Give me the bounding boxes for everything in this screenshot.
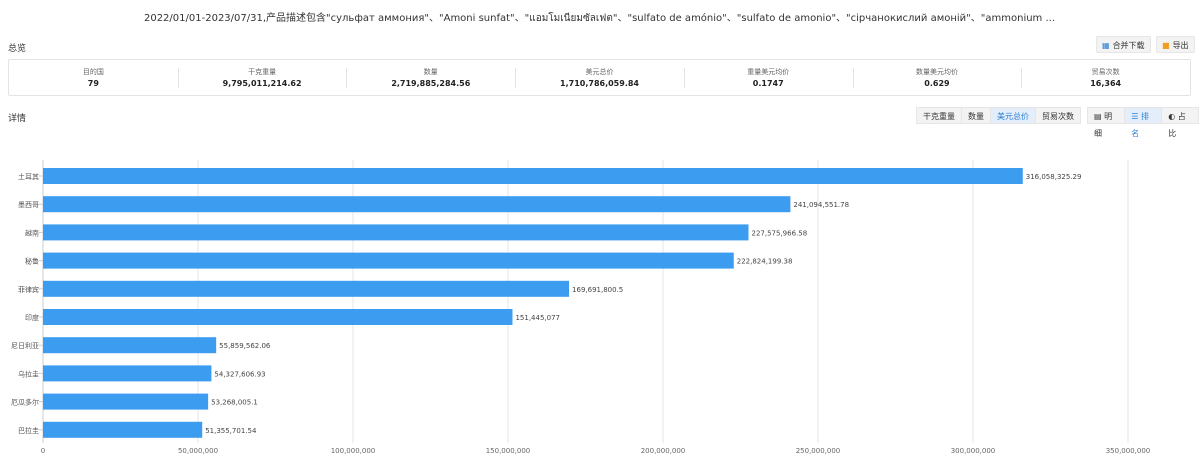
page-title: 2022/01/01-2023/07/31,产品描述包含"сульфат амм… xyxy=(143,13,1056,24)
data-label: 169,691,800.5 xyxy=(572,286,623,294)
data-label: 54,327,606.93 xyxy=(214,370,265,378)
data-label: 53,268,005.1 xyxy=(211,399,258,407)
x-tick-label: 350,000,000 xyxy=(1106,447,1151,455)
category-label: 菲律宾 xyxy=(18,285,39,294)
category-label: 尼日利亚 xyxy=(11,341,39,350)
x-tick-label: 0 xyxy=(41,447,45,455)
export-label: 导出 xyxy=(1172,41,1189,50)
category-label: 巴拉圭 xyxy=(18,426,39,435)
stat-value: 16,364 xyxy=(1090,79,1122,88)
stat-value: 79 xyxy=(87,79,99,88)
data-label: 55,859,562.06 xyxy=(219,342,271,350)
stat-trade-count: 贸易次数 16,364 xyxy=(1021,60,1190,95)
merge-download-button[interactable]: ▦ 合并下载 xyxy=(1096,36,1151,53)
stat-value: 9,795,011,214.62 xyxy=(222,79,302,88)
bar xyxy=(43,365,212,382)
stat-label: 数量美元均价 xyxy=(915,68,958,76)
category-label: 印度 xyxy=(25,313,39,322)
stat-label: 重量美元均价 xyxy=(747,68,790,76)
category-label: 乌拉圭 xyxy=(18,369,39,378)
category-label: 秘鲁 xyxy=(25,257,39,266)
donut-icon: ◐ xyxy=(1168,112,1176,121)
x-tick-label: 100,000,000 xyxy=(331,447,376,455)
data-label: 222,824,199.38 xyxy=(737,258,793,266)
stat-label: 数量 xyxy=(423,68,438,76)
tab-quantity[interactable]: 数量 xyxy=(961,107,991,124)
x-tick-label: 50,000,000 xyxy=(178,447,218,455)
data-label: 227,575,966.58 xyxy=(751,229,807,237)
stat-usd-total: 美元总价 1,710,786,059.84 xyxy=(515,60,684,95)
stat-kg-weight: 干克重量 9,795,011,214.62 xyxy=(177,60,347,95)
export-button[interactable]: ■ 导出 xyxy=(1156,36,1195,53)
stat-label: 贸易次数 xyxy=(1091,68,1120,76)
stat-label: 美元总价 xyxy=(585,68,614,76)
stat-label: 目的国 xyxy=(82,68,104,76)
table-icon: ▤ xyxy=(1094,112,1102,121)
tab-detail-label: 明细 xyxy=(1094,112,1113,138)
tab-trade-count[interactable]: 贸易次数 xyxy=(1035,107,1081,124)
data-label: 241,094,551.78 xyxy=(793,201,849,209)
details-label: 详情 xyxy=(8,114,27,124)
tab-share-label: 占比 xyxy=(1168,112,1186,138)
summary-panel: 目的国 79 干克重量 9,795,011,214.62 数量 2,719,88… xyxy=(8,59,1191,96)
stat-value: 2,719,885,284.56 xyxy=(391,79,471,88)
category-label: 土耳其 xyxy=(18,172,39,181)
data-label: 316,058,325.29 xyxy=(1026,173,1082,181)
export-icon: ■ xyxy=(1162,41,1170,50)
bar xyxy=(43,421,203,438)
data-label: 51,355,701.54 xyxy=(205,427,257,435)
tab-share[interactable]: ◐ 占比 xyxy=(1161,107,1199,138)
bar xyxy=(43,196,791,213)
view-tabs: ▤ 明细 ☰ 排名 ◐ 占比 xyxy=(1087,107,1199,138)
tab-usd-total[interactable]: 美元总价 xyxy=(990,107,1036,124)
bar xyxy=(43,168,1023,184)
bar xyxy=(43,337,217,354)
overview-label: 总览 xyxy=(8,44,27,54)
category-label: 厄瓜多尔 xyxy=(11,398,39,407)
stat-label: 干克重量 xyxy=(248,68,277,76)
merge-download-label: 合并下载 xyxy=(1112,41,1145,50)
bar xyxy=(43,393,209,410)
x-tick-label: 150,000,000 xyxy=(486,447,531,455)
bar xyxy=(43,280,570,297)
stat-value: 0.1747 xyxy=(752,79,784,88)
bar xyxy=(43,224,749,241)
stat-value: 1,710,786,059.84 xyxy=(560,79,639,88)
bar xyxy=(43,252,734,269)
tab-ranking[interactable]: ☰ 排名 xyxy=(1124,107,1163,138)
ranking-icon: ☰ xyxy=(1131,112,1139,121)
x-tick-label: 250,000,000 xyxy=(796,447,841,455)
stat-quantity: 数量 2,719,885,284.56 xyxy=(346,60,515,95)
stat-quantity-usd-avg: 数量美元均价 0.629 xyxy=(852,60,1022,95)
bar xyxy=(43,309,513,325)
x-tick-label: 300,000,000 xyxy=(951,447,996,455)
tab-detail[interactable]: ▤ 明细 xyxy=(1087,107,1126,138)
tab-ranking-label: 排名 xyxy=(1131,112,1150,138)
x-tick-label: 200,000,000 xyxy=(641,447,686,455)
tab-kg-weight[interactable]: 干克重量 xyxy=(916,107,962,124)
category-label: 墨西哥 xyxy=(18,201,39,209)
stat-destination-countries: 目的国 79 xyxy=(9,60,178,95)
stat-value: 0.629 xyxy=(924,79,950,88)
data-label: 151,445,077 xyxy=(515,314,560,322)
grid-icon: ▦ xyxy=(1102,41,1110,50)
metric-tabs: 干克重量 数量 美元总价 贸易次数 xyxy=(916,107,1081,124)
stat-weight-usd-avg: 重量美元均价 0.1747 xyxy=(683,60,853,95)
ranking-bar-chart: 0 50,000,000 100,000,000 150,000,000 200,000… xyxy=(11,160,1151,455)
category-label: 越南 xyxy=(25,228,39,237)
